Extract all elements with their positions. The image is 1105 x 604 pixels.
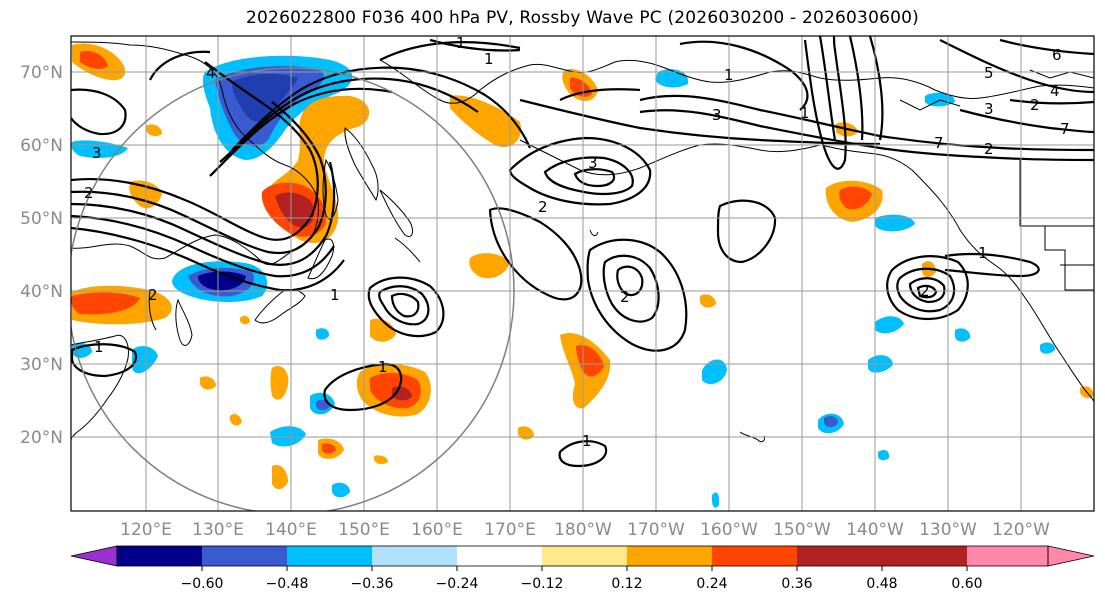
colorbar-tick-label: 0.60 bbox=[951, 576, 982, 592]
colorbar-segment bbox=[712, 546, 797, 566]
contour-label: 1 bbox=[94, 338, 104, 356]
contour-label: 3 bbox=[712, 106, 722, 124]
colorbar-tick-label: 0.36 bbox=[781, 576, 812, 592]
contour-label: 2 bbox=[1030, 96, 1040, 114]
colorbar-tick-label: −0.24 bbox=[436, 576, 479, 592]
lon-label: 120°E bbox=[120, 520, 172, 540]
lon-label: 140°W bbox=[846, 520, 904, 540]
lat-label: 60°N bbox=[20, 136, 63, 156]
contour-label: 1 bbox=[456, 34, 466, 52]
lon-label: 140°E bbox=[265, 520, 317, 540]
lat-label: 20°N bbox=[20, 428, 63, 448]
colorbar-tick-label: −0.60 bbox=[181, 576, 224, 592]
colorbar-tick-label: 0.12 bbox=[611, 576, 642, 592]
contour-label: 4 bbox=[206, 64, 216, 82]
colorbar-tick-label: −0.36 bbox=[351, 576, 394, 592]
contour-label: 2 bbox=[920, 282, 930, 300]
lon-label: 170°W bbox=[627, 520, 685, 540]
contour-label: 7 bbox=[934, 134, 944, 152]
colorbar-tick-label: 0.48 bbox=[866, 576, 897, 592]
focus-region-circle bbox=[71, 67, 515, 511]
contour-label: 1 bbox=[378, 358, 388, 376]
lat-label: 50°N bbox=[20, 209, 63, 229]
contour-label: 2 bbox=[148, 286, 158, 304]
contour-label: 1 bbox=[800, 104, 810, 122]
contour-label: 5 bbox=[984, 64, 994, 82]
longitude-labels: 120°E 130°E 140°E 150°E 160°E 170°E 180°… bbox=[120, 520, 1050, 540]
contour-label: 2 bbox=[538, 198, 548, 216]
lon-label: 170°E bbox=[484, 520, 536, 540]
colorbar-extend-min bbox=[71, 546, 117, 566]
contour-label: 7 bbox=[1060, 120, 1070, 138]
contour-label: 6 bbox=[1052, 46, 1062, 64]
colorbar-tick-label: −0.48 bbox=[266, 576, 309, 592]
lon-label: 120°W bbox=[992, 520, 1050, 540]
colorbar-segment bbox=[457, 546, 542, 566]
lon-label: 130°W bbox=[919, 520, 977, 540]
colorbar-tick-label: −0.12 bbox=[521, 576, 564, 592]
coastlines bbox=[71, 41, 1094, 443]
colorbar-segment bbox=[797, 546, 882, 566]
latitude-labels: 70°N 60°N 50°N 40°N 30°N 20°N bbox=[20, 63, 63, 448]
colorbar-segment bbox=[967, 546, 1048, 566]
colorbar-segment bbox=[287, 546, 372, 566]
colorbar-segment bbox=[542, 546, 627, 566]
colorbar-segment bbox=[202, 546, 287, 566]
colorbar-tick-label: 0.24 bbox=[696, 576, 727, 592]
colorbar: −0.60 −0.48 −0.36 −0.24 −0.12 0.12 0.24 … bbox=[70, 545, 1095, 592]
graticule bbox=[71, 36, 1094, 511]
contour-labels: 1 1 1 1 1 1 1 1 2 2 2 2 2 2 3 3 3 3 4 4 … bbox=[84, 34, 1070, 450]
contour-label: 4 bbox=[1050, 82, 1060, 100]
contour-label: 1 bbox=[484, 50, 494, 68]
contour-label: 2 bbox=[620, 288, 630, 306]
contour-label: 1 bbox=[978, 244, 988, 262]
map-frame bbox=[70, 35, 1095, 512]
lon-label: 180°W bbox=[554, 520, 612, 540]
lon-label: 150°E bbox=[338, 520, 390, 540]
contour-label: 3 bbox=[984, 100, 994, 118]
contour-label: 3 bbox=[92, 144, 102, 162]
contour-label: 1 bbox=[724, 66, 734, 84]
colorbar-segment bbox=[372, 546, 457, 566]
contour-label: 2 bbox=[984, 140, 994, 158]
lon-label: 160°E bbox=[411, 520, 463, 540]
lat-label: 40°N bbox=[20, 282, 63, 302]
colorbar-extend-max bbox=[1048, 546, 1094, 566]
map-title: 2026022800 F036 400 hPa PV, Rossby Wave … bbox=[246, 8, 919, 28]
colorbar-segment bbox=[882, 546, 967, 566]
lon-label: 160°W bbox=[700, 520, 758, 540]
lat-label: 70°N bbox=[20, 63, 63, 83]
contour-label: 2 bbox=[84, 184, 94, 202]
contour-label: 1 bbox=[582, 432, 592, 450]
colorbar-segment bbox=[117, 546, 202, 566]
colorbar-segment bbox=[627, 546, 712, 566]
lon-label: 150°W bbox=[773, 520, 831, 540]
contour-label: 1 bbox=[330, 286, 340, 304]
lon-label: 130°E bbox=[192, 520, 244, 540]
lat-label: 30°N bbox=[20, 355, 63, 375]
contour-label: 3 bbox=[588, 154, 598, 172]
